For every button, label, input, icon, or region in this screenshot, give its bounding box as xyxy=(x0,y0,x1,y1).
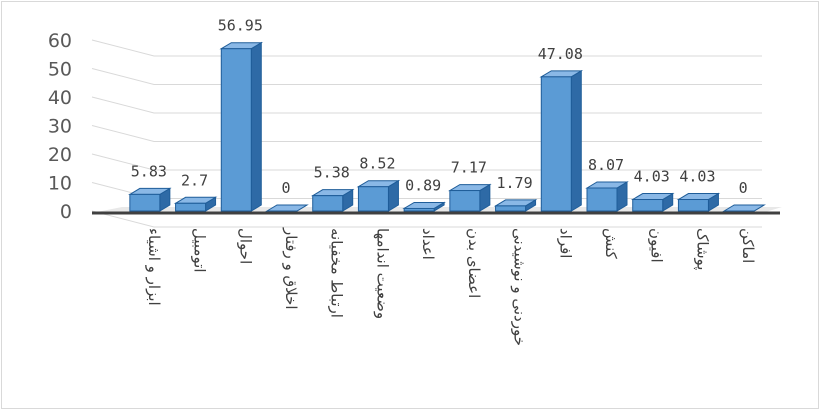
bar xyxy=(632,199,664,212)
x-tick-label: ارتباط مخفیانه xyxy=(328,228,346,318)
data-label: 0.89 xyxy=(405,176,441,194)
y-tick-label: 30 xyxy=(48,116,72,138)
x-tick-label: اخلاق و رفتار xyxy=(282,227,300,310)
gridline xyxy=(91,96,762,114)
bar xyxy=(175,202,207,212)
bar xyxy=(403,207,435,212)
bar xyxy=(495,205,527,212)
data-label: 5.38 xyxy=(314,164,350,182)
y-tick-label: 40 xyxy=(48,87,72,109)
x-tick-label: ابزار و اشیاء xyxy=(145,228,163,306)
x-axis: ابزار و اشیاء اتومبیل احوال اخلاق و رفتار ار… xyxy=(145,227,757,346)
data-label: 4.03 xyxy=(634,168,670,186)
x-tick-label: اعضای بدن xyxy=(465,228,483,298)
bar-top xyxy=(722,204,766,212)
x-tick-label: خوردنی و نوشیدنی xyxy=(511,228,529,346)
y-tick-label: 50 xyxy=(48,59,72,81)
x-tick-label: کنش xyxy=(602,228,620,260)
bar-side xyxy=(250,41,262,212)
bar xyxy=(449,190,481,212)
x-tick-label: اتومبیل xyxy=(191,228,209,273)
data-label: 1.79 xyxy=(497,174,533,192)
data-label: 8.07 xyxy=(588,156,624,174)
data-label: 47.08 xyxy=(538,45,583,63)
x-tick-label: احوال xyxy=(236,228,254,264)
data-label: 7.17 xyxy=(451,159,487,177)
bar-top xyxy=(265,204,309,212)
x-tick-label: وضعیت اندامها xyxy=(373,228,391,319)
gridline xyxy=(91,210,762,228)
x-tick-label: اماکن xyxy=(739,228,757,263)
x-tick-label: افیون xyxy=(648,228,666,263)
gridline xyxy=(91,68,762,85)
data-label: 5.83 xyxy=(131,162,167,180)
data-label: 8.52 xyxy=(359,155,395,173)
data-label: 0 xyxy=(281,179,290,197)
data-label: 2.7 xyxy=(181,171,208,189)
gridline xyxy=(91,125,762,142)
data-label: 4.03 xyxy=(679,168,715,186)
x-tick-label: پوشاک xyxy=(692,228,711,271)
bar xyxy=(357,186,389,212)
bar xyxy=(129,193,161,212)
bar xyxy=(220,48,252,212)
bar xyxy=(677,199,709,212)
y-tick-label: 10 xyxy=(48,173,72,195)
y-tick-label: 60 xyxy=(48,30,72,52)
bar-side xyxy=(570,69,582,212)
data-labels: 5.83 2.7 56.95 0 5.38 8.52 0.89 7.17 1.79 47.08 8.… xyxy=(131,17,748,197)
bar xyxy=(312,195,344,212)
gridlines xyxy=(91,39,762,228)
y-tick-label: 0 xyxy=(60,201,72,223)
data-label: 0 xyxy=(739,179,748,197)
y-tick-label: 20 xyxy=(48,144,72,166)
x-tick-label: اعداد xyxy=(419,228,437,260)
y-axis: 0 10 20 30 40 50 60 xyxy=(48,30,72,223)
gridline xyxy=(91,39,762,57)
bar xyxy=(586,187,618,212)
data-label: 56.95 xyxy=(218,17,263,35)
x-tick-label: افراد xyxy=(556,228,574,258)
bars xyxy=(128,41,766,212)
bar xyxy=(540,76,572,212)
